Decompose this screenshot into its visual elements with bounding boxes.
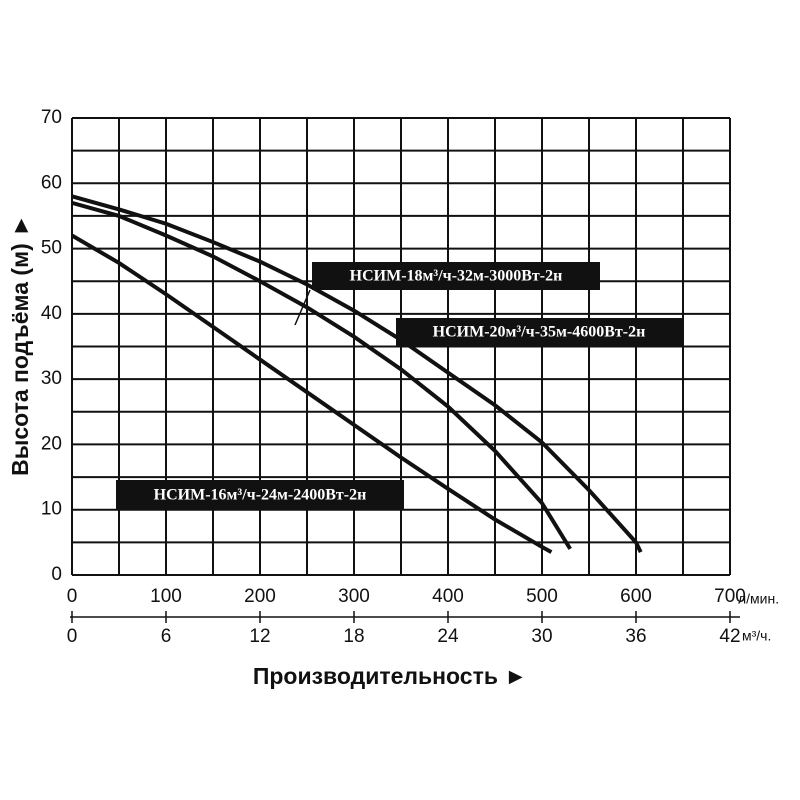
x-tick-label: 600 [620, 586, 652, 607]
x2-tick-label: 6 [161, 626, 172, 647]
y-tick-label: 20 [41, 433, 62, 454]
y-tick-label: 40 [41, 303, 62, 324]
x-tick-label: 300 [338, 586, 370, 607]
label-box [116, 480, 404, 510]
x2-tick-label: 42 [719, 626, 740, 647]
x-tick-label: 400 [432, 586, 464, 607]
y-tick-label: 0 [51, 564, 62, 585]
y-tick-label: 50 [41, 238, 62, 259]
curve [71, 200, 572, 550]
x2-tick-label: 12 [249, 626, 270, 647]
x-axis-title: Производительность ► [253, 663, 527, 689]
y-tick-label: 60 [41, 172, 62, 193]
label-box [312, 262, 600, 290]
x2-tick-label: 24 [437, 626, 459, 647]
x-tick-label: 100 [150, 586, 182, 607]
x-tick-label: 0 [67, 586, 78, 607]
series-label: НСИМ-20м³/ч-35м-4600Вт-2н [433, 324, 646, 341]
y-tick-label: 30 [41, 368, 62, 389]
series-label: НСИМ-16м³/ч-24м-2400Вт-2н [154, 487, 367, 504]
series-label: НСИМ-18м³/ч-32м-3000Вт-2н [350, 268, 563, 285]
x-unit: л/мин. [738, 591, 779, 607]
y-tick-label: 10 [41, 499, 62, 520]
x2-tick-label: 18 [343, 626, 364, 647]
curve [70, 233, 553, 554]
x-tick-label: 200 [244, 586, 276, 607]
x2-tick-label: 30 [531, 626, 552, 647]
label-box [396, 318, 682, 346]
y-axis-title: Высота подъёма (м) ► [7, 214, 33, 476]
x2-unit: м³/ч. [742, 628, 771, 644]
curve [71, 194, 643, 554]
x2-tick-label: 36 [625, 626, 646, 647]
y-tick-label: 70 [41, 107, 62, 128]
x2-tick-label: 0 [67, 626, 78, 647]
x-tick-label: 700 [714, 586, 746, 607]
x-tick-label: 500 [526, 586, 558, 607]
